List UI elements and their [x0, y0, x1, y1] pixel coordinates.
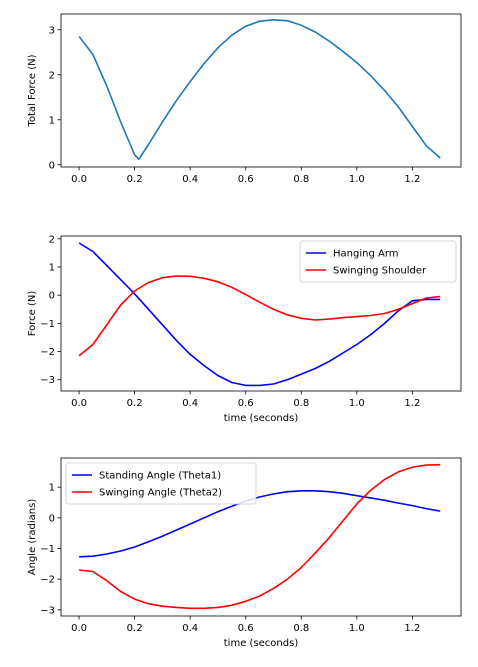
y-axis-label: Angle (radians) [27, 499, 38, 576]
legend-entry: Swinging Shoulder [333, 266, 427, 277]
chart-panel-3: 0.0 0.2 0.4 0.6 0.8 1.0 1.2 −3 −2 −1 0 1 Angle (radi… [27, 457, 462, 649]
series-line-swinging-angle-theta2 [79, 463, 441, 610]
x-tick-label: 0.2 [127, 174, 143, 185]
chart-panel-1: 0.0 0.2 0.4 0.6 0.8 1.0 1.2 0 1 2 3 Total Force (N) [27, 13, 462, 185]
legend-entry: Hanging Arm [333, 249, 399, 260]
y-tick-label: −2 [40, 575, 55, 586]
y-tick-label: −3 [40, 375, 55, 386]
x-tick-label: 0.0 [71, 174, 87, 185]
x-tick-label: 0.4 [182, 398, 198, 409]
axes-frame [60, 13, 462, 168]
x-tick-label: 0.6 [238, 174, 254, 185]
legend-entry: Standing Angle (Theta1) [99, 471, 221, 482]
y-tick-label: −1 [40, 544, 55, 555]
x-tick-label: 0.0 [71, 398, 87, 409]
y-tick-label: 2 [49, 234, 55, 245]
x-tick-label: 1.2 [404, 398, 420, 409]
y-axis-label: Force (N) [27, 291, 38, 337]
legend: Standing Angle (Theta1) Swinging Angle (T… [65, 462, 257, 505]
chart-panel-2: 0.0 0.2 0.4 0.6 0.8 1.0 1.2 −3 −2 −1 0 1 2 Force (N) t… [27, 234, 462, 424]
legend: Hanging Arm Swinging Shoulder [299, 240, 457, 283]
x-tick-label: 0.8 [293, 174, 309, 185]
x-tick-label: 0.0 [71, 623, 87, 634]
y-tick-label: 1 [49, 263, 55, 274]
x-tick-label: 0.8 [293, 398, 309, 409]
x-tick-label: 1.2 [404, 623, 420, 634]
series-line-hanging-arm [78, 242, 441, 387]
y-tick-label: 1 [49, 115, 55, 126]
legend-box [65, 462, 257, 505]
axes-frame [60, 457, 462, 617]
series-line-swinging-shoulder [78, 275, 441, 357]
legend-box [299, 240, 457, 283]
y-tick-label: 0 [49, 513, 55, 524]
y-tick-label: 0 [49, 291, 55, 302]
series-line-1 [78, 18, 441, 161]
x-tick-label: 0.4 [182, 174, 198, 185]
x-tick-label: 0.2 [127, 398, 143, 409]
y-tick-label: −2 [40, 347, 55, 358]
y-tick-label: 0 [49, 160, 55, 171]
x-tick-label: 1.2 [404, 174, 420, 185]
y-tick-label: 3 [49, 25, 55, 36]
x-tick-label: 0.4 [182, 623, 198, 634]
axes-frame [60, 235, 462, 392]
x-axis-label: time (seconds) [224, 638, 299, 649]
legend-entry: Swinging Angle (Theta2) [99, 488, 222, 499]
x-tick-label: 0.6 [238, 623, 254, 634]
y-tick-label: 1 [49, 483, 55, 494]
x-tick-label: 1.0 [349, 623, 365, 634]
x-tick-label: 0.6 [238, 398, 254, 409]
y-tick-label: 2 [49, 70, 55, 81]
x-axis-label: time (seconds) [224, 413, 299, 424]
y-tick-label: −1 [40, 319, 55, 330]
y-axis-label: Total Force (N) [27, 54, 38, 127]
series-line-standing-angle-theta1 [79, 489, 441, 558]
x-tick-label: 0.8 [293, 623, 309, 634]
x-tick-label: 1.0 [349, 174, 365, 185]
y-tick-label: −3 [40, 605, 55, 616]
x-tick-label: 1.0 [349, 398, 365, 409]
x-tick-label: 0.2 [127, 623, 143, 634]
